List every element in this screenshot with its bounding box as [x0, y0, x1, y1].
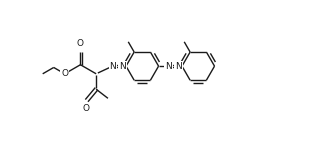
Text: N: N	[165, 62, 172, 71]
Text: O: O	[82, 104, 89, 113]
Text: N: N	[175, 62, 182, 71]
Text: N: N	[109, 62, 116, 71]
Text: N: N	[119, 62, 126, 71]
Text: O: O	[61, 69, 68, 78]
Text: O: O	[77, 39, 84, 48]
